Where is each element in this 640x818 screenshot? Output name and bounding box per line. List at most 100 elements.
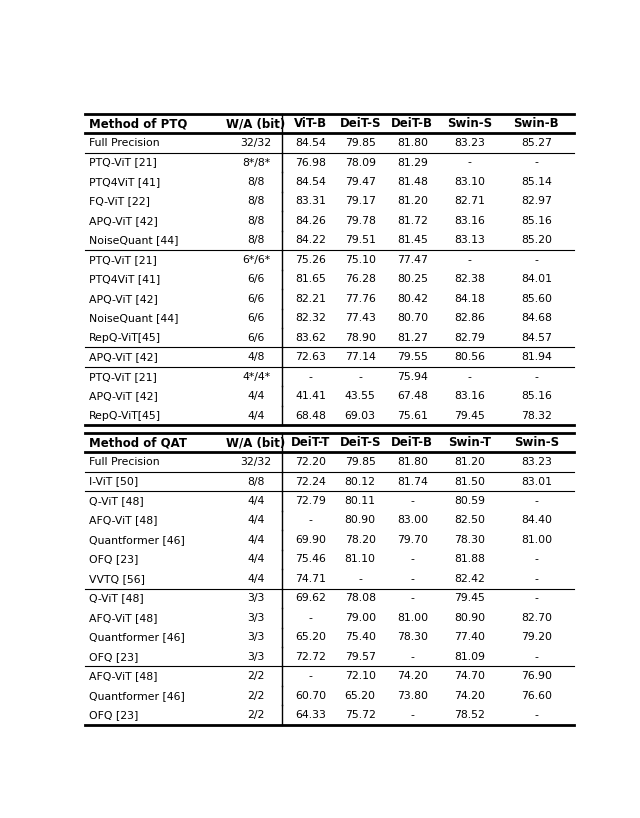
Text: 74.20: 74.20 [454, 690, 485, 701]
Text: 81.94: 81.94 [521, 353, 552, 362]
Text: 64.33: 64.33 [295, 710, 326, 720]
Text: DeiT-T: DeiT-T [291, 436, 330, 449]
Text: -: - [410, 710, 414, 720]
Text: 81.65: 81.65 [295, 274, 326, 285]
Text: 79.85: 79.85 [345, 457, 376, 467]
Text: 6*/6*: 6*/6* [242, 255, 270, 265]
Text: 72.10: 72.10 [345, 672, 376, 681]
Text: Swin-S: Swin-S [514, 436, 559, 449]
Text: PTQ-ViT [21]: PTQ-ViT [21] [89, 255, 157, 265]
Text: 3/3: 3/3 [248, 613, 265, 622]
Text: 82.97: 82.97 [521, 196, 552, 206]
Text: 81.09: 81.09 [454, 652, 485, 662]
Text: 81.20: 81.20 [397, 196, 428, 206]
Text: -: - [467, 371, 471, 382]
Text: DeiT-S: DeiT-S [339, 117, 381, 130]
Text: 80.12: 80.12 [345, 477, 376, 487]
Text: -: - [410, 555, 414, 564]
Text: 77.76: 77.76 [345, 294, 376, 303]
Text: 6/6: 6/6 [248, 313, 265, 323]
Text: 65.20: 65.20 [345, 690, 376, 701]
Text: 84.68: 84.68 [521, 313, 552, 323]
Text: 79.57: 79.57 [345, 652, 376, 662]
Text: 4/4: 4/4 [248, 411, 265, 420]
Text: 76.90: 76.90 [521, 672, 552, 681]
Text: RepQ-ViT[45]: RepQ-ViT[45] [89, 411, 161, 420]
Text: 78.32: 78.32 [521, 411, 552, 420]
Text: 75.46: 75.46 [295, 555, 326, 564]
Text: 80.11: 80.11 [345, 496, 376, 506]
Text: 78.09: 78.09 [345, 158, 376, 168]
Text: PTQ4ViT [41]: PTQ4ViT [41] [89, 274, 160, 285]
Text: 84.18: 84.18 [454, 294, 484, 303]
Text: 69.62: 69.62 [295, 593, 326, 604]
Text: 75.72: 75.72 [345, 710, 376, 720]
Text: NoiseQuant [44]: NoiseQuant [44] [89, 313, 179, 323]
Text: 72.20: 72.20 [295, 457, 326, 467]
Text: 84.01: 84.01 [521, 274, 552, 285]
Text: 72.24: 72.24 [295, 477, 326, 487]
Text: 80.90: 80.90 [345, 515, 376, 525]
Text: 8/8: 8/8 [248, 236, 265, 245]
Text: 81.00: 81.00 [397, 613, 428, 622]
Text: Swin-S: Swin-S [447, 117, 492, 130]
Text: 78.30: 78.30 [397, 632, 428, 642]
Text: 79.45: 79.45 [454, 593, 484, 604]
Text: 84.57: 84.57 [521, 333, 552, 343]
Text: 8/8: 8/8 [248, 216, 265, 226]
Text: OFQ [23]: OFQ [23] [89, 555, 138, 564]
Text: 85.27: 85.27 [521, 138, 552, 148]
Text: -: - [410, 652, 414, 662]
Text: 79.70: 79.70 [397, 535, 428, 545]
Text: 80.42: 80.42 [397, 294, 428, 303]
Text: 81.74: 81.74 [397, 477, 428, 487]
Text: 72.79: 72.79 [295, 496, 326, 506]
Text: 78.30: 78.30 [454, 535, 485, 545]
Text: NoiseQuant [44]: NoiseQuant [44] [89, 236, 179, 245]
Text: DeiT-B: DeiT-B [391, 436, 433, 449]
Text: 85.60: 85.60 [521, 294, 552, 303]
Text: -: - [534, 593, 538, 604]
Text: 79.47: 79.47 [345, 177, 376, 187]
Text: 83.10: 83.10 [454, 177, 485, 187]
Text: -: - [308, 613, 312, 622]
Text: 4/8: 4/8 [248, 353, 265, 362]
Text: 67.48: 67.48 [397, 391, 428, 401]
Text: -: - [534, 496, 538, 506]
Text: 4*/4*: 4*/4* [242, 371, 270, 382]
Text: 6/6: 6/6 [248, 333, 265, 343]
Text: 83.23: 83.23 [521, 457, 552, 467]
Text: 80.25: 80.25 [397, 274, 428, 285]
Text: 83.23: 83.23 [454, 138, 484, 148]
Text: -: - [410, 574, 414, 584]
Text: 81.80: 81.80 [397, 457, 428, 467]
Text: -: - [534, 710, 538, 720]
Text: 32/32: 32/32 [241, 457, 271, 467]
Text: 2/2: 2/2 [248, 690, 265, 701]
Text: 85.16: 85.16 [521, 216, 552, 226]
Text: -: - [534, 371, 538, 382]
Text: 85.14: 85.14 [521, 177, 552, 187]
Text: PTQ4ViT [41]: PTQ4ViT [41] [89, 177, 160, 187]
Text: 84.26: 84.26 [295, 216, 326, 226]
Text: Q-ViT [48]: Q-ViT [48] [89, 496, 143, 506]
Text: 81.29: 81.29 [397, 158, 428, 168]
Text: Full Precision: Full Precision [89, 138, 159, 148]
Text: ViT-B: ViT-B [294, 117, 327, 130]
Text: 72.63: 72.63 [295, 353, 326, 362]
Text: OFQ [23]: OFQ [23] [89, 652, 138, 662]
Text: 76.28: 76.28 [345, 274, 376, 285]
Text: 6/6: 6/6 [248, 294, 265, 303]
Text: 3/3: 3/3 [248, 593, 265, 604]
Text: 83.62: 83.62 [295, 333, 326, 343]
Text: 4/4: 4/4 [248, 535, 265, 545]
Text: -: - [534, 652, 538, 662]
Text: W/A (bit): W/A (bit) [227, 436, 285, 449]
Text: 75.40: 75.40 [345, 632, 376, 642]
Text: AFQ-ViT [48]: AFQ-ViT [48] [89, 672, 157, 681]
Text: 81.45: 81.45 [397, 236, 428, 245]
Text: 6/6: 6/6 [248, 274, 265, 285]
Text: -: - [467, 255, 471, 265]
Text: 78.20: 78.20 [345, 535, 376, 545]
Text: Q-ViT [48]: Q-ViT [48] [89, 593, 143, 604]
